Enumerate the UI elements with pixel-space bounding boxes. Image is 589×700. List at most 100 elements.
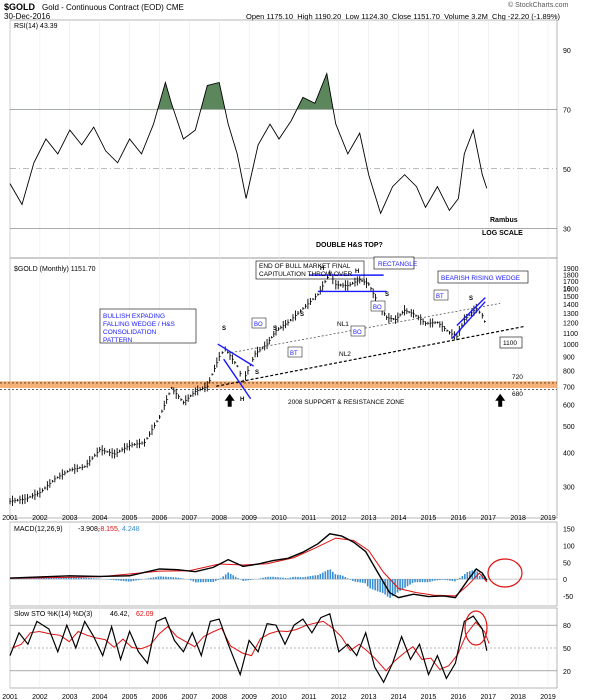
macd-histogram-bar <box>20 578 23 580</box>
macd-histogram-bar <box>132 579 135 581</box>
sto-k-line <box>9 612 488 684</box>
macd-histogram-bar <box>180 578 182 580</box>
description-text: Gold - Continuous Contract (EOD) <box>42 3 164 12</box>
macd-histogram-bar <box>307 576 309 580</box>
macd-histogram-bar <box>401 579 404 590</box>
year-label-stoch: 2007 <box>182 694 198 700</box>
annotation-nl2: NL2 <box>339 351 351 358</box>
macd-histogram-bar <box>214 579 217 581</box>
macd-histogram-bar <box>217 579 220 580</box>
macd-highlight-circle <box>487 558 523 588</box>
annotation-nl1: NL1 <box>337 321 349 328</box>
macd-histogram-bar <box>361 579 364 583</box>
sto-d-value: 62.09 <box>136 611 154 618</box>
price-tick-label: 1800 <box>563 272 579 279</box>
up-arrow-2008 <box>224 393 235 407</box>
price-tick-label: 1500 <box>563 294 579 301</box>
macd-histogram-bar <box>262 577 264 580</box>
macd-histogram-bar <box>439 579 441 581</box>
tag-bo-2008-box <box>251 317 267 329</box>
macd-tick-label: 150 <box>563 527 575 534</box>
year-label-stoch: 2013 <box>361 694 377 700</box>
low-label: Low <box>345 12 360 21</box>
annotation-680: 680 <box>512 391 523 398</box>
annotation-rectangle: RECTANGLE <box>378 261 418 268</box>
macd-histogram-bar <box>469 571 471 580</box>
tag-h-2012: H <box>355 269 359 275</box>
macd-histogram-bar <box>441 579 444 580</box>
tag-s-2009: S <box>255 370 259 376</box>
year-label-stoch: 2009 <box>241 694 257 700</box>
macd-histogram-bar <box>244 579 247 581</box>
macd-histogram-bar <box>110 579 112 580</box>
macd-histogram-bar <box>406 579 409 587</box>
macd-histogram-bar <box>140 579 142 580</box>
change-label: Chg <box>492 12 506 21</box>
macd-histogram-bar <box>287 578 289 580</box>
macd-histogram-bar <box>274 577 277 580</box>
macd-histogram-bar <box>224 574 227 580</box>
tag-bo-2008: BO <box>254 322 263 328</box>
macd-histogram-bar <box>85 577 88 580</box>
macd-histogram-bar <box>391 579 394 597</box>
macd-histogram-bar <box>65 577 68 580</box>
macd-histogram-bar <box>478 575 481 580</box>
macd-histogram-bar <box>366 579 369 587</box>
price-tick-label: 500 <box>563 424 575 431</box>
annotation-wedge-box <box>437 270 529 284</box>
year-label-stoch: 2002 <box>32 694 48 700</box>
annotation-end-bull-box <box>255 260 365 280</box>
macd-histogram-bar <box>322 572 324 580</box>
year-label-price: 2016 <box>451 515 467 522</box>
year-label-stoch: 2014 <box>391 694 407 700</box>
change-value: -22.20 (-1.89%) <box>507 12 561 21</box>
annotation-double-hs-top: DOUBLE H&S TOP? <box>316 242 383 249</box>
macd-histogram-bar <box>424 579 426 583</box>
tag-bo-2013b: BO <box>373 305 382 311</box>
annotation-capitulation: CAPITULATION THROW OVER <box>259 271 353 278</box>
macd-histogram-bar <box>75 577 78 580</box>
macd-histogram-bar <box>324 571 327 580</box>
macd-histogram-bar <box>125 579 127 582</box>
year-label-price: 2019 <box>540 515 556 522</box>
macd-histogram-bar <box>190 579 192 581</box>
macd-histogram-bar <box>197 579 200 583</box>
macd-histogram-bar <box>137 579 140 581</box>
high-label: High <box>297 12 313 21</box>
macd-histogram-bar <box>312 575 314 580</box>
macd-histogram-bar <box>38 577 40 580</box>
year-label-stoch: 2001 <box>2 694 18 700</box>
macd-histogram-bar <box>67 576 70 580</box>
macd-tick-label: 100 <box>563 544 575 551</box>
macd-histogram-bar <box>354 579 357 582</box>
tag-s-2016: S <box>469 296 473 302</box>
macd-histogram-bar <box>337 574 339 580</box>
macd-histogram-bar <box>431 579 434 582</box>
year-label-price: 2009 <box>241 515 257 522</box>
macd-histogram-bar <box>147 578 150 580</box>
annotation-1100: 1100 <box>503 340 517 347</box>
macd-histogram-bar <box>304 576 307 580</box>
macd-histogram-bar <box>127 579 130 582</box>
macd-histogram-bar <box>97 578 100 580</box>
rsi-tick-label: 90 <box>563 48 571 55</box>
macd-histogram-bar <box>359 579 362 583</box>
macd-histogram-bar <box>436 579 439 581</box>
macd-histogram-bar <box>396 579 399 593</box>
macd-line <box>9 533 488 599</box>
wedge-upper-line <box>217 343 254 367</box>
macd-histogram-bar <box>474 569 476 580</box>
chart-description: Gold - Continuous Contract (EOD) CME <box>42 3 184 12</box>
macd-histogram-bar <box>82 577 85 580</box>
macd-histogram-bar <box>72 577 75 580</box>
macd-histogram-bar <box>112 579 115 581</box>
annotation-720: 720 <box>512 374 523 381</box>
price-tick-label: 700 <box>563 384 575 391</box>
macd-histogram-bar <box>200 579 202 583</box>
macd-histogram-bar <box>202 579 205 583</box>
price-tick-label: 1100 <box>563 331 578 338</box>
open-label: Open <box>246 12 265 21</box>
macd-histogram-bar <box>25 578 28 580</box>
year-label-price: 2011 <box>301 515 316 522</box>
